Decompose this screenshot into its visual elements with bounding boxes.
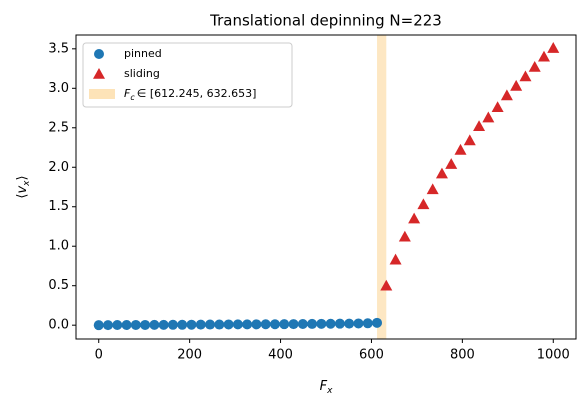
triangle-marker bbox=[510, 79, 523, 91]
circle-marker bbox=[214, 319, 225, 330]
triangle-marker bbox=[389, 253, 402, 265]
legend-label: sliding bbox=[124, 67, 160, 80]
triangle-marker bbox=[454, 143, 467, 155]
band-text: ∈ [612.245, 632.653] bbox=[137, 87, 257, 100]
y-label-subscript: x bbox=[22, 180, 32, 187]
legend-marker bbox=[94, 49, 104, 59]
chart-title: Translational depinning N=223 bbox=[209, 12, 442, 30]
y-tick-label: 2.0 bbox=[48, 160, 69, 175]
circle-marker bbox=[288, 319, 299, 330]
x-tick-label: 400 bbox=[268, 348, 293, 363]
circle-marker bbox=[112, 320, 123, 331]
band-symbol: F bbox=[124, 87, 131, 100]
legend-label: Fc ∈ [612.245, 632.653] bbox=[124, 87, 256, 102]
legend-band-swatch bbox=[89, 89, 115, 99]
x-tick-label: 200 bbox=[177, 348, 202, 363]
circle-marker bbox=[177, 319, 188, 330]
x-label-subscript: x bbox=[326, 386, 333, 396]
circle-marker bbox=[167, 319, 178, 330]
circle-marker bbox=[158, 319, 169, 330]
circle-marker bbox=[103, 320, 114, 331]
circle-marker bbox=[251, 319, 262, 330]
circle-marker bbox=[362, 318, 373, 329]
triangle-marker bbox=[408, 212, 421, 224]
circle-marker bbox=[269, 319, 280, 330]
critical-band bbox=[377, 35, 387, 339]
circle-marker bbox=[93, 320, 104, 331]
y-tick-label: 0.0 bbox=[48, 318, 69, 333]
y-tick-label: 0.5 bbox=[48, 278, 69, 293]
y-tick-label: 2.5 bbox=[48, 120, 69, 135]
circle-marker bbox=[140, 319, 151, 330]
x-tick-label: 1000 bbox=[537, 348, 570, 363]
triangle-marker bbox=[491, 101, 504, 113]
band-subscript: c bbox=[130, 93, 135, 102]
legend-box bbox=[82, 42, 293, 108]
triangle-marker bbox=[463, 134, 476, 146]
circle-marker bbox=[195, 319, 206, 330]
circle-marker bbox=[353, 318, 364, 329]
legend: pinned sliding Fc ∈ [612.245, 632.653] bbox=[82, 42, 293, 108]
triangle-marker bbox=[528, 60, 541, 72]
triangle-marker bbox=[445, 158, 458, 169]
circle-marker bbox=[149, 319, 160, 330]
y-tick-label: 1.5 bbox=[48, 199, 69, 214]
circle-marker bbox=[344, 318, 355, 329]
circle-marker bbox=[260, 319, 271, 330]
y-label-suffix: ⟩ bbox=[15, 175, 30, 180]
triangle-marker bbox=[537, 50, 550, 62]
circle-marker bbox=[223, 319, 234, 330]
circle-marker bbox=[307, 318, 318, 329]
triangle-marker bbox=[426, 183, 439, 195]
circle-marker bbox=[130, 319, 141, 330]
triangle-marker bbox=[417, 198, 430, 210]
x-tick-label: 800 bbox=[450, 348, 475, 363]
y-axis-label: ⟨vx⟩ bbox=[15, 175, 32, 198]
circle-marker bbox=[334, 318, 345, 329]
circle-marker bbox=[372, 317, 383, 328]
y-tick-label: 1.0 bbox=[48, 239, 69, 254]
triangle-marker bbox=[482, 111, 495, 123]
y-label-prefix: ⟨ bbox=[15, 194, 30, 199]
circle-marker bbox=[316, 318, 327, 329]
circle-marker bbox=[242, 319, 253, 330]
legend-label: pinned bbox=[124, 47, 162, 60]
triangle-marker bbox=[547, 42, 560, 53]
triangle-marker bbox=[435, 167, 448, 179]
circle-marker bbox=[205, 319, 216, 330]
x-tick-label: 0 bbox=[95, 348, 103, 363]
y-label-symbol: v bbox=[15, 186, 30, 194]
triangle-marker bbox=[519, 70, 532, 82]
y-tick-label: 3.0 bbox=[48, 81, 69, 96]
circle-marker bbox=[186, 319, 197, 330]
triangle-marker bbox=[473, 120, 486, 131]
circle-marker bbox=[325, 318, 336, 329]
triangle-marker bbox=[500, 89, 513, 101]
circle-marker bbox=[279, 319, 290, 330]
triangle-marker bbox=[398, 230, 411, 242]
circle-marker bbox=[297, 318, 308, 329]
x-label-symbol: F bbox=[320, 379, 328, 394]
triangle-marker bbox=[380, 279, 393, 291]
circle-marker bbox=[121, 320, 132, 331]
x-tick-label: 600 bbox=[359, 348, 384, 363]
legend-marker bbox=[93, 68, 105, 79]
circle-marker bbox=[232, 319, 243, 330]
y-tick-label: 3.5 bbox=[48, 41, 69, 56]
x-axis-label: Fx bbox=[320, 379, 333, 396]
plot-frame bbox=[75, 34, 577, 340]
